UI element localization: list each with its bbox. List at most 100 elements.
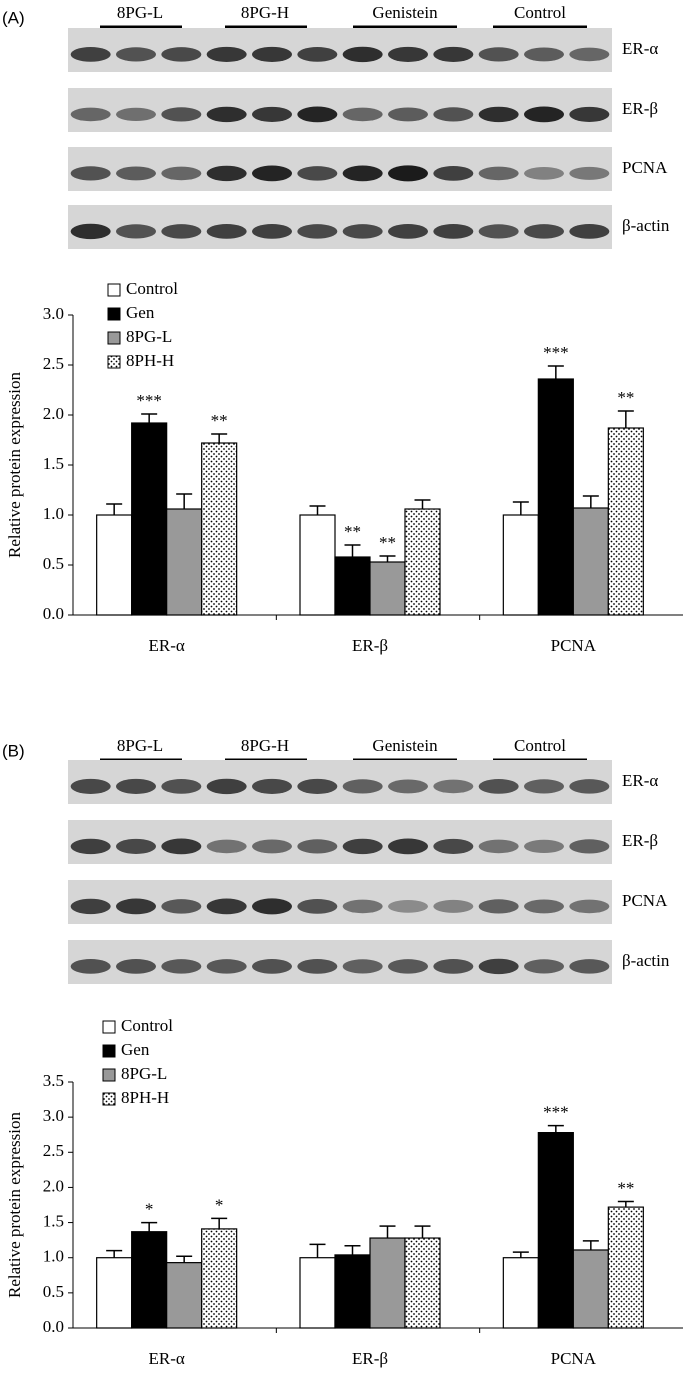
blot-band	[161, 166, 202, 181]
significance-label: *	[145, 1199, 154, 1218]
blot-band	[70, 166, 111, 181]
blot-band	[524, 224, 564, 239]
bar	[201, 442, 238, 616]
x-tick-label: ER-α	[149, 1349, 185, 1368]
blot-band	[524, 959, 564, 974]
bar	[334, 556, 371, 616]
y-tick-label: 2.0	[43, 1176, 64, 1195]
legend-swatch	[107, 355, 121, 369]
blot-band	[252, 106, 292, 122]
y-axis-label: Relative protein expression	[5, 1112, 24, 1299]
blot-band	[206, 959, 247, 974]
x-tick-label: ER-β	[352, 1349, 388, 1368]
bar	[502, 514, 539, 616]
y-tick-label: 3.0	[43, 1106, 64, 1125]
blot-band	[478, 106, 519, 123]
blot-band	[297, 839, 338, 854]
blot-band	[252, 959, 292, 974]
blot-strip	[68, 880, 612, 924]
blot-band	[569, 47, 610, 62]
bar	[502, 1257, 539, 1329]
blot-band	[433, 107, 474, 122]
blot-band	[116, 838, 156, 854]
blot-band	[116, 166, 156, 181]
blot-band	[569, 779, 610, 794]
panel-label: (B)	[2, 741, 25, 760]
blot-band	[524, 839, 564, 854]
legend-label: 8PH-H	[121, 1088, 169, 1107]
blot-band	[252, 165, 292, 182]
protein-label: ER-β	[622, 99, 658, 118]
blot-band	[524, 779, 564, 794]
protein-label: ER-β	[622, 831, 658, 850]
blot-band	[478, 224, 519, 239]
bar	[131, 1231, 168, 1329]
blot-band	[206, 898, 247, 915]
blot-band	[116, 224, 156, 239]
legend-swatch	[107, 307, 121, 321]
blot-band	[70, 898, 111, 915]
y-tick-label: 2.5	[43, 1141, 64, 1160]
blot-band	[388, 779, 428, 794]
blot-band	[297, 106, 338, 123]
blot-band	[342, 224, 383, 239]
bar	[537, 1132, 574, 1329]
blot-band	[524, 47, 564, 62]
blot-band	[433, 779, 474, 794]
y-tick-label: 0.5	[43, 1282, 64, 1301]
lane-group-label: Genistein	[372, 3, 438, 22]
significance-label: **	[211, 411, 228, 430]
blot-band	[161, 899, 202, 914]
blot-band	[161, 959, 202, 974]
blot-band	[433, 224, 474, 239]
y-tick-label: 0.0	[43, 604, 64, 623]
blot-band	[70, 838, 111, 855]
bar	[537, 378, 574, 616]
significance-label: **	[617, 388, 634, 407]
blot-band	[70, 959, 111, 974]
y-tick-label: 1.5	[43, 454, 64, 473]
blot-band	[524, 167, 564, 180]
legend-label: 8PH-H	[126, 351, 174, 370]
blot-band	[116, 898, 156, 915]
blot-band	[342, 959, 383, 974]
blot-band	[342, 46, 383, 63]
significance-label: *	[215, 1195, 224, 1214]
blot-band	[161, 838, 202, 855]
legend-label: Gen	[121, 1040, 150, 1059]
blot-band	[252, 839, 292, 854]
y-tick-label: 3.0	[43, 304, 64, 323]
bar	[572, 1249, 609, 1329]
blot-band	[569, 959, 610, 974]
blot-band	[342, 899, 383, 914]
y-axis-label: Relative protein expression	[5, 372, 24, 559]
blot-band	[478, 899, 519, 914]
blot-band	[433, 838, 474, 854]
blot-band	[478, 166, 519, 181]
bar	[299, 1257, 336, 1329]
blot-band	[116, 959, 156, 974]
blot-band	[206, 778, 247, 795]
bar	[404, 508, 441, 616]
legend-label: Control	[121, 1016, 173, 1035]
blot-band	[433, 46, 474, 62]
blot-band	[252, 778, 292, 794]
y-tick-label: 0.5	[43, 554, 64, 573]
blot-band	[342, 779, 383, 794]
blot-strip	[68, 147, 612, 191]
lane-group-label: Control	[514, 736, 566, 755]
blot-band	[388, 900, 428, 913]
blot-band	[478, 47, 519, 62]
blot-band	[297, 959, 338, 974]
blot-band	[70, 107, 111, 122]
blot-band	[342, 107, 383, 122]
legend-swatch	[107, 331, 121, 345]
y-tick-label: 1.0	[43, 1247, 64, 1266]
blot-band	[116, 107, 156, 122]
blot-band	[478, 958, 519, 975]
legend-swatch	[102, 1020, 116, 1034]
blot-band	[569, 106, 610, 122]
legend-label: Gen	[126, 303, 155, 322]
blot-band	[161, 107, 202, 122]
